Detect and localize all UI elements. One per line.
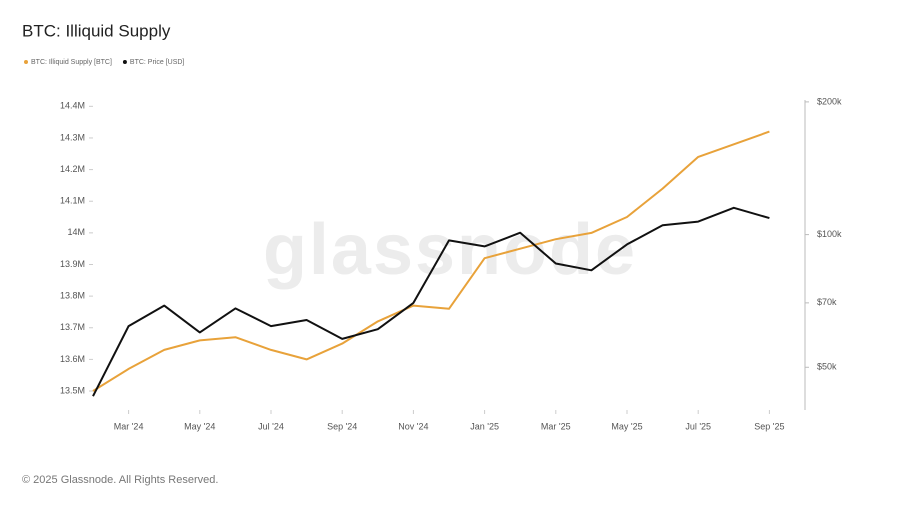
y2-tick-label: $50k	[817, 362, 837, 372]
chart-title: BTC: Illiquid Supply	[22, 21, 171, 40]
y-tick-label: 14M	[67, 227, 85, 237]
y-tick-label: 13.5M	[60, 385, 85, 395]
y-tick-label: 13.8M	[60, 290, 85, 300]
y-tick-label: 13.9M	[60, 259, 85, 269]
x-tick-label: May '25	[611, 421, 642, 431]
y-tick-label: 14.1M	[60, 196, 85, 206]
x-tick-label: Sep '24	[327, 421, 357, 431]
y-tick-label: 13.6M	[60, 354, 85, 364]
legend-label: BTC: Illiquid Supply [BTC]	[31, 59, 112, 66]
x-tick-label: Sep '25	[754, 421, 784, 431]
series-line	[92, 206, 770, 397]
x-tick-label: May '24	[184, 421, 215, 431]
y2-tick-label: $200k	[817, 96, 842, 106]
watermark: glassnode	[263, 210, 637, 290]
footer: © 2025 Glassnode. All Rights Reserved.	[22, 474, 218, 486]
y-tick-label: 14.2M	[60, 164, 85, 174]
series-line	[92, 130, 770, 392]
x-tick-label: Nov '24	[398, 421, 428, 431]
legend-label: BTC: Price [USD]	[130, 59, 185, 66]
legend-swatch	[122, 60, 127, 64]
y-tick-label: 14.3M	[60, 132, 85, 142]
x-tick-label: Mar '25	[541, 421, 571, 431]
x-tick-label: Jul '25	[685, 421, 711, 431]
x-tick-label: Jan '25	[470, 421, 499, 431]
y-tick-label: 13.7M	[60, 322, 85, 332]
y-tick-label: 14.4M	[60, 101, 85, 111]
y2-tick-label: $100k	[817, 229, 842, 239]
y2-tick-label: $70k	[817, 297, 837, 307]
x-tick-label: Mar '24	[114, 421, 144, 431]
legend-swatch	[24, 60, 28, 64]
x-tick-label: Jul '24	[258, 421, 284, 431]
